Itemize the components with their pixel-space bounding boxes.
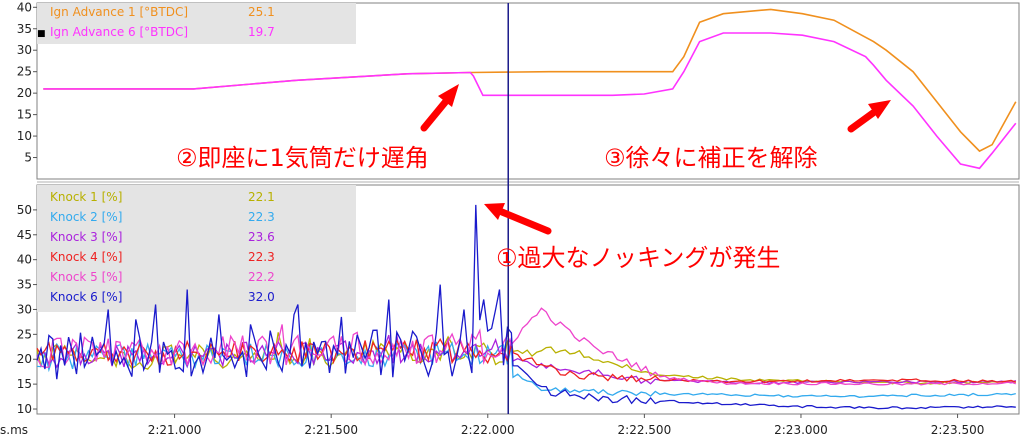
knock-legend-value: 32.0: [248, 290, 275, 304]
xtick-label: 2:22.500: [618, 423, 672, 437]
ignition-ytick-label: 10: [17, 129, 32, 143]
xtick-label: 2:23.500: [931, 423, 985, 437]
ignition-legend-box: [37, 3, 356, 44]
xtick-label: 2:21.000: [148, 423, 202, 437]
ignition-ytick-label: 25: [17, 65, 32, 79]
annotation-retard: ②即座に1気筒だけ遅角: [176, 144, 429, 172]
knock-legend-label: Knock 1 [%]: [50, 190, 122, 204]
ignition-ytick-label: 5: [24, 151, 32, 165]
ignition-ytick-label: 15: [17, 108, 32, 122]
knock-ytick-label: 30: [17, 302, 32, 316]
knock-legend-value: 22.1: [248, 190, 275, 204]
knock-ytick-label: 35: [17, 278, 32, 292]
annotation-knock: ①過大なノッキングが発生: [496, 244, 780, 272]
knock-legend-value: 23.6: [248, 230, 275, 244]
xtick-label: 2:21.500: [304, 423, 358, 437]
annotation-release: ③徐々に補正を解除: [604, 144, 818, 172]
knock-series-line-5: [36, 307, 1017, 386]
ignition-ytick-label: 20: [17, 86, 32, 100]
knock-ytick-label: 40: [17, 253, 32, 267]
arrow-release: [847, 100, 891, 133]
knock-ytick-label: 10: [17, 402, 32, 416]
knock-ytick-label: 50: [17, 203, 32, 217]
knock-series-line-6: [36, 204, 1016, 410]
series-layer: [36, 3, 1017, 414]
legend-layer: Ign Advance 1 [°BTDC] 25.1 Ign Advance 6 […: [37, 5, 275, 304]
arrow-retard: [420, 84, 459, 132]
legend-active-marker: ■: [37, 29, 46, 39]
knock-legend-label: Knock 2 [%]: [50, 210, 122, 224]
knock-legend-label: Knock 3 [%]: [50, 230, 122, 244]
ignition-series-line-2: [43, 32, 1017, 170]
ignition-legend-value: 19.7: [248, 25, 275, 39]
x-axis-label: s.ms: [0, 423, 28, 437]
knock-legend-value: 22.3: [248, 250, 275, 264]
ignition-legend-label: Ign Advance 1 [°BTDC]: [50, 5, 188, 19]
ignition-legend-label: Ign Advance 6 [°BTDC]: [50, 25, 188, 39]
knock-series-line-4: [36, 338, 1017, 384]
knock-ytick-label: 15: [17, 377, 32, 391]
arrow-knock: [484, 203, 552, 235]
knock-ytick-label: 25: [17, 327, 32, 341]
ignition-panel-frame: [36, 2, 1020, 180]
knock-legend-value: 22.2: [248, 270, 275, 284]
xtick-label: 2:23.000: [774, 423, 828, 437]
knock-legend-label: Knock 4 [%]: [50, 250, 122, 264]
knock-ytick-label: 45: [17, 228, 32, 242]
xtick-label: 2:22.000: [461, 423, 515, 437]
knock-legend-label: Knock 5 [%]: [50, 270, 122, 284]
ignition-ytick-label: 30: [17, 43, 32, 57]
ignition-ytick-label: 40: [17, 0, 32, 14]
knock-legend-label: Knock 6 [%]: [50, 290, 122, 304]
knock-legend-box: [37, 185, 356, 312]
ignition-legend-value: 25.1: [248, 5, 275, 19]
knock-legend-value: 22.3: [248, 210, 275, 224]
ignition-ytick-label: 35: [17, 22, 32, 36]
knock-ytick-label: 20: [17, 352, 32, 366]
